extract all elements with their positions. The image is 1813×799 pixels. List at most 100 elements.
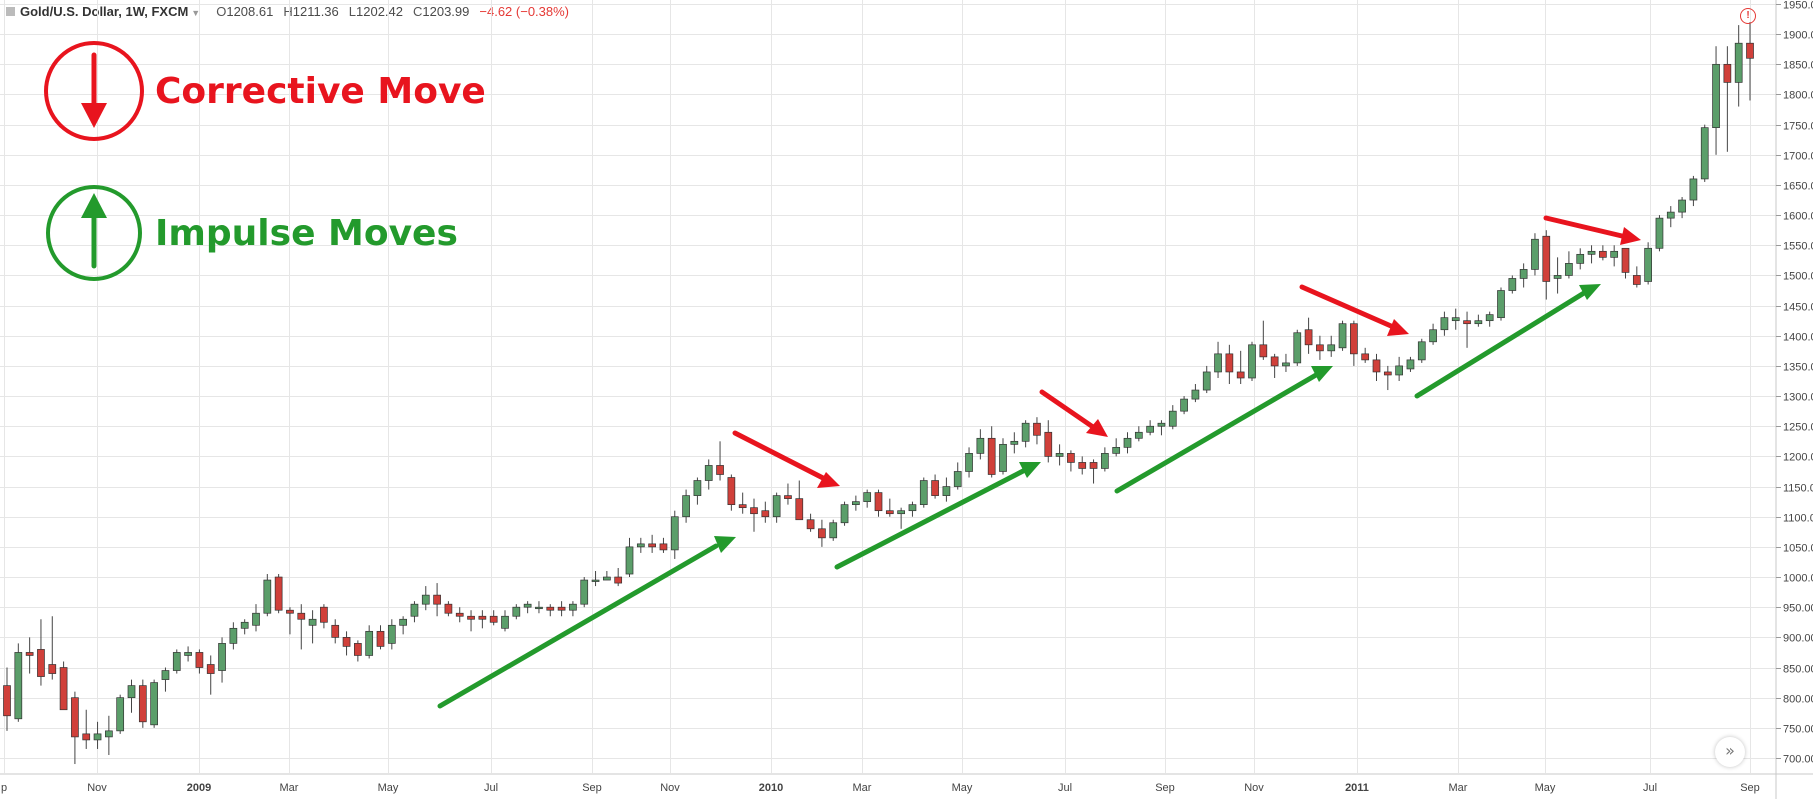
candle-body	[71, 697, 79, 738]
candle	[1078, 456, 1087, 475]
candle	[218, 637, 226, 683]
candle-body	[1644, 247, 1652, 282]
open-value: 1208.61	[226, 4, 274, 19]
candle	[636, 537, 645, 553]
candle	[523, 601, 532, 614]
corrective-arrowhead	[1387, 319, 1409, 336]
candle-body	[931, 480, 939, 496]
candle-body	[1134, 431, 1143, 439]
price-axis: 700.00 750.00 800.00 850.00 900.00 950.00 1000…	[1775, 0, 1813, 799]
candle-body	[659, 543, 668, 551]
candle	[953, 462, 962, 490]
candle-body	[478, 615, 487, 620]
candle-body	[14, 652, 23, 720]
candle	[1474, 314, 1483, 327]
y-tick-label: 1450.00	[1783, 302, 1813, 314]
close-value: 1203.99	[422, 4, 470, 19]
candle	[1168, 405, 1177, 430]
chevron-down-icon[interactable]: ▼	[191, 8, 201, 18]
candle	[1542, 230, 1551, 300]
candle	[670, 510, 679, 559]
chart-grid	[0, 0, 1776, 773]
candle-body	[614, 576, 623, 584]
candle	[206, 655, 215, 695]
candle	[127, 679, 136, 713]
candle	[1508, 275, 1517, 294]
candle-body	[1678, 199, 1686, 213]
candle-body	[354, 643, 362, 656]
open-label: O	[216, 4, 227, 19]
y-tick-label: 1750.00	[1783, 121, 1813, 133]
chart-legend-bar: Gold/U.S. Dollar, 1W, FXCM ▼ O1208.61 H1211…	[6, 4, 569, 19]
candle	[625, 537, 634, 578]
corrective-arrow	[732, 430, 826, 481]
candle	[93, 721, 102, 749]
candle-body	[1282, 362, 1290, 367]
candle	[1270, 353, 1279, 378]
x-tick-label: Sep	[582, 782, 602, 794]
x-tick-label: May	[1535, 782, 1556, 794]
impulse-arrow	[1414, 290, 1587, 399]
candle-body	[105, 730, 113, 738]
candle	[795, 480, 804, 521]
candle	[387, 619, 396, 650]
candle-body	[682, 495, 690, 518]
candle	[82, 709, 91, 749]
candle	[1689, 175, 1698, 207]
candle	[342, 631, 351, 656]
y-tick-label: 1100.00	[1783, 513, 1813, 525]
candle	[976, 429, 985, 460]
symbol-label[interactable]: Gold/U.S. Dollar, 1W, FXCM	[20, 4, 189, 19]
candle-body	[885, 510, 894, 515]
candle	[37, 619, 45, 686]
low-value: 1202.42	[356, 4, 403, 19]
candle-body	[727, 477, 736, 506]
candle	[535, 601, 543, 614]
candle	[1146, 420, 1154, 436]
candle	[738, 492, 747, 514]
candle-body	[512, 606, 521, 617]
series-color-swatch[interactable]	[6, 7, 15, 16]
candle-body	[1304, 329, 1313, 346]
candle	[433, 583, 441, 617]
candle	[557, 601, 566, 617]
candle	[1316, 335, 1324, 360]
candle	[818, 519, 826, 547]
candle-body	[829, 522, 838, 539]
candle	[421, 586, 430, 611]
candle	[1372, 353, 1381, 381]
candle-body	[1327, 344, 1336, 352]
alert-icon[interactable]: !	[1740, 8, 1756, 24]
candle-body	[161, 670, 170, 680]
scroll-to-realtime-button[interactable]: »	[1715, 737, 1745, 767]
candle-body	[252, 612, 260, 626]
candle	[1599, 245, 1607, 261]
candle-body	[1417, 341, 1426, 361]
candle	[172, 649, 181, 674]
candle-body	[1191, 389, 1200, 400]
y-tick-label: 800.00	[1783, 694, 1813, 706]
y-tick-label: 950.00	[1783, 603, 1813, 615]
x-tick-label: Nov	[87, 782, 107, 794]
candle-body	[1734, 42, 1743, 83]
corrective-arrowhead	[1086, 419, 1108, 437]
candle-body	[1599, 250, 1607, 258]
y-tick-label: 750.00	[1783, 724, 1813, 736]
candle	[467, 610, 475, 632]
y-tick-label: 1800.00	[1783, 90, 1813, 102]
candle	[659, 537, 668, 553]
candle	[229, 622, 238, 650]
y-tick-label: 1550.00	[1783, 241, 1813, 253]
candle-body	[1576, 253, 1585, 264]
candle-body	[1078, 462, 1087, 469]
candle	[1010, 432, 1019, 454]
candle	[1304, 317, 1313, 354]
candle-body	[455, 612, 464, 617]
y-tick-label: 900.00	[1783, 633, 1813, 645]
candle-body	[738, 504, 747, 509]
impulse-arrowhead	[1311, 366, 1333, 382]
candle-body	[3, 685, 11, 717]
candle	[885, 498, 894, 517]
candle-body	[818, 528, 826, 539]
